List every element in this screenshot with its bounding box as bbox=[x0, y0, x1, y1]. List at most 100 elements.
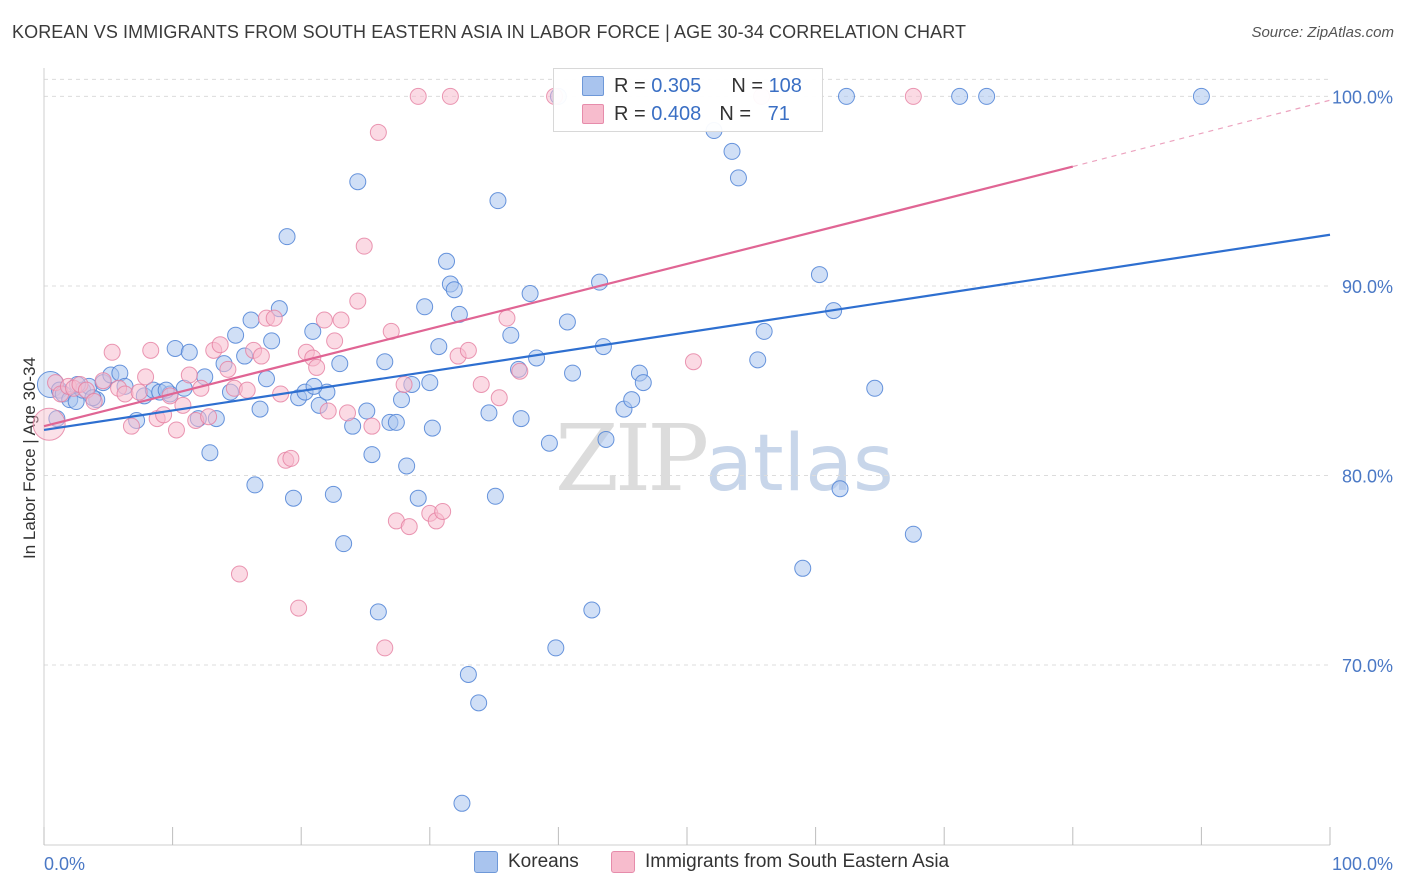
sea-point bbox=[498, 309, 516, 327]
korean-point bbox=[398, 457, 416, 475]
korean-point bbox=[547, 639, 565, 657]
korean-point bbox=[242, 311, 260, 329]
korean-point bbox=[486, 487, 504, 505]
sea-point bbox=[395, 375, 413, 393]
legend-sea-swatch bbox=[611, 851, 635, 873]
korean-point bbox=[363, 446, 381, 464]
sea-point bbox=[409, 87, 427, 105]
sea-point bbox=[94, 372, 112, 390]
korean-point bbox=[421, 374, 439, 392]
sea-point bbox=[290, 599, 308, 617]
korean-point bbox=[521, 285, 539, 303]
sea-point bbox=[319, 402, 337, 420]
korean-point bbox=[951, 87, 969, 105]
korean-point bbox=[416, 298, 434, 316]
x-tick-label-min: 0.0% bbox=[44, 854, 85, 874]
korean-point bbox=[723, 142, 741, 160]
x-tick-label-max: 100.0% bbox=[1332, 854, 1393, 874]
korean-point bbox=[837, 87, 855, 105]
korean-point bbox=[284, 489, 302, 507]
korean-point bbox=[749, 351, 767, 369]
sea-point bbox=[137, 368, 155, 386]
sea-point bbox=[315, 311, 333, 329]
sea-point bbox=[326, 332, 344, 350]
korean-point bbox=[512, 410, 530, 428]
korean-point bbox=[831, 480, 849, 498]
korean-point bbox=[257, 370, 275, 388]
sea-point bbox=[684, 353, 702, 371]
sea-point bbox=[400, 518, 418, 536]
korean-point bbox=[470, 694, 488, 712]
sea-point bbox=[238, 381, 256, 399]
korean-point bbox=[904, 525, 922, 543]
y-tick-label: 80.0% bbox=[1342, 466, 1393, 486]
legend-korean-label: Koreans bbox=[508, 851, 579, 872]
korean-point bbox=[623, 391, 641, 409]
korean-point bbox=[502, 326, 520, 344]
sea-point bbox=[265, 309, 283, 327]
korean-point bbox=[729, 169, 747, 187]
sea-point bbox=[116, 385, 134, 403]
korean-point bbox=[423, 419, 441, 437]
korean-point bbox=[278, 228, 296, 246]
korean-point bbox=[246, 476, 264, 494]
legend-row-sea: R = 0.408 N = 71 bbox=[554, 99, 790, 129]
korean-point bbox=[227, 326, 245, 344]
sea-n-label: N = bbox=[719, 102, 751, 125]
korean-point bbox=[540, 434, 558, 452]
korean-points bbox=[36, 87, 1210, 812]
sea-n-value: 71 bbox=[767, 102, 790, 125]
korean-point bbox=[304, 322, 322, 340]
sea-point bbox=[332, 311, 350, 329]
sea-r-label: R = bbox=[614, 102, 646, 125]
sea-point bbox=[174, 396, 192, 414]
sea-trend-line bbox=[43, 165, 1074, 428]
korean-trend-line bbox=[43, 233, 1331, 432]
korean-point bbox=[866, 379, 884, 397]
watermark-zip: ZIP bbox=[555, 405, 709, 512]
sea-point bbox=[369, 123, 387, 141]
korean-point bbox=[335, 535, 353, 553]
korean-r-value: 0.305 bbox=[651, 74, 702, 97]
korean-point bbox=[564, 364, 582, 382]
korean-point bbox=[201, 444, 219, 462]
korean-point bbox=[459, 665, 477, 683]
korean-point bbox=[489, 192, 507, 210]
korean-point bbox=[376, 353, 394, 371]
korean-point bbox=[634, 374, 652, 392]
sea-point bbox=[349, 292, 367, 310]
korean-point bbox=[755, 322, 773, 340]
korean-point bbox=[453, 794, 471, 812]
source-credit: Source: ZipAtlas.com bbox=[1251, 24, 1394, 41]
y-tick-label: 100.0% bbox=[1332, 87, 1393, 107]
korean-point bbox=[810, 266, 828, 284]
sea-point bbox=[338, 404, 356, 422]
korean-point bbox=[430, 338, 448, 356]
korean-point bbox=[1192, 87, 1210, 105]
korean-point bbox=[558, 313, 576, 331]
legend-item-sea[interactable]: Immigrants from South Eastern Asia bbox=[611, 851, 949, 873]
sea-point bbox=[472, 375, 490, 393]
korean-point bbox=[324, 485, 342, 503]
legend-item-korean[interactable]: Koreans bbox=[474, 851, 579, 873]
korean-point bbox=[305, 377, 323, 395]
korean-point bbox=[387, 413, 405, 431]
korean-point bbox=[331, 355, 349, 373]
korean-point bbox=[528, 349, 546, 367]
korean-point bbox=[583, 601, 601, 619]
sea-point bbox=[511, 362, 529, 380]
korean-r-label: R = bbox=[614, 74, 646, 97]
sea-point bbox=[252, 347, 270, 365]
sea-point bbox=[103, 343, 121, 361]
korean-point bbox=[794, 559, 812, 577]
sea-point bbox=[122, 417, 140, 435]
sea-point bbox=[130, 383, 148, 401]
korean-point bbox=[166, 339, 184, 357]
legend-sea-label: Immigrants from South Eastern Asia bbox=[645, 851, 950, 872]
axes bbox=[43, 68, 1331, 846]
korean-point bbox=[445, 281, 463, 299]
korean-point bbox=[349, 173, 367, 191]
sea-point bbox=[363, 417, 381, 435]
sea-point bbox=[230, 565, 248, 583]
korean-point bbox=[263, 332, 281, 350]
